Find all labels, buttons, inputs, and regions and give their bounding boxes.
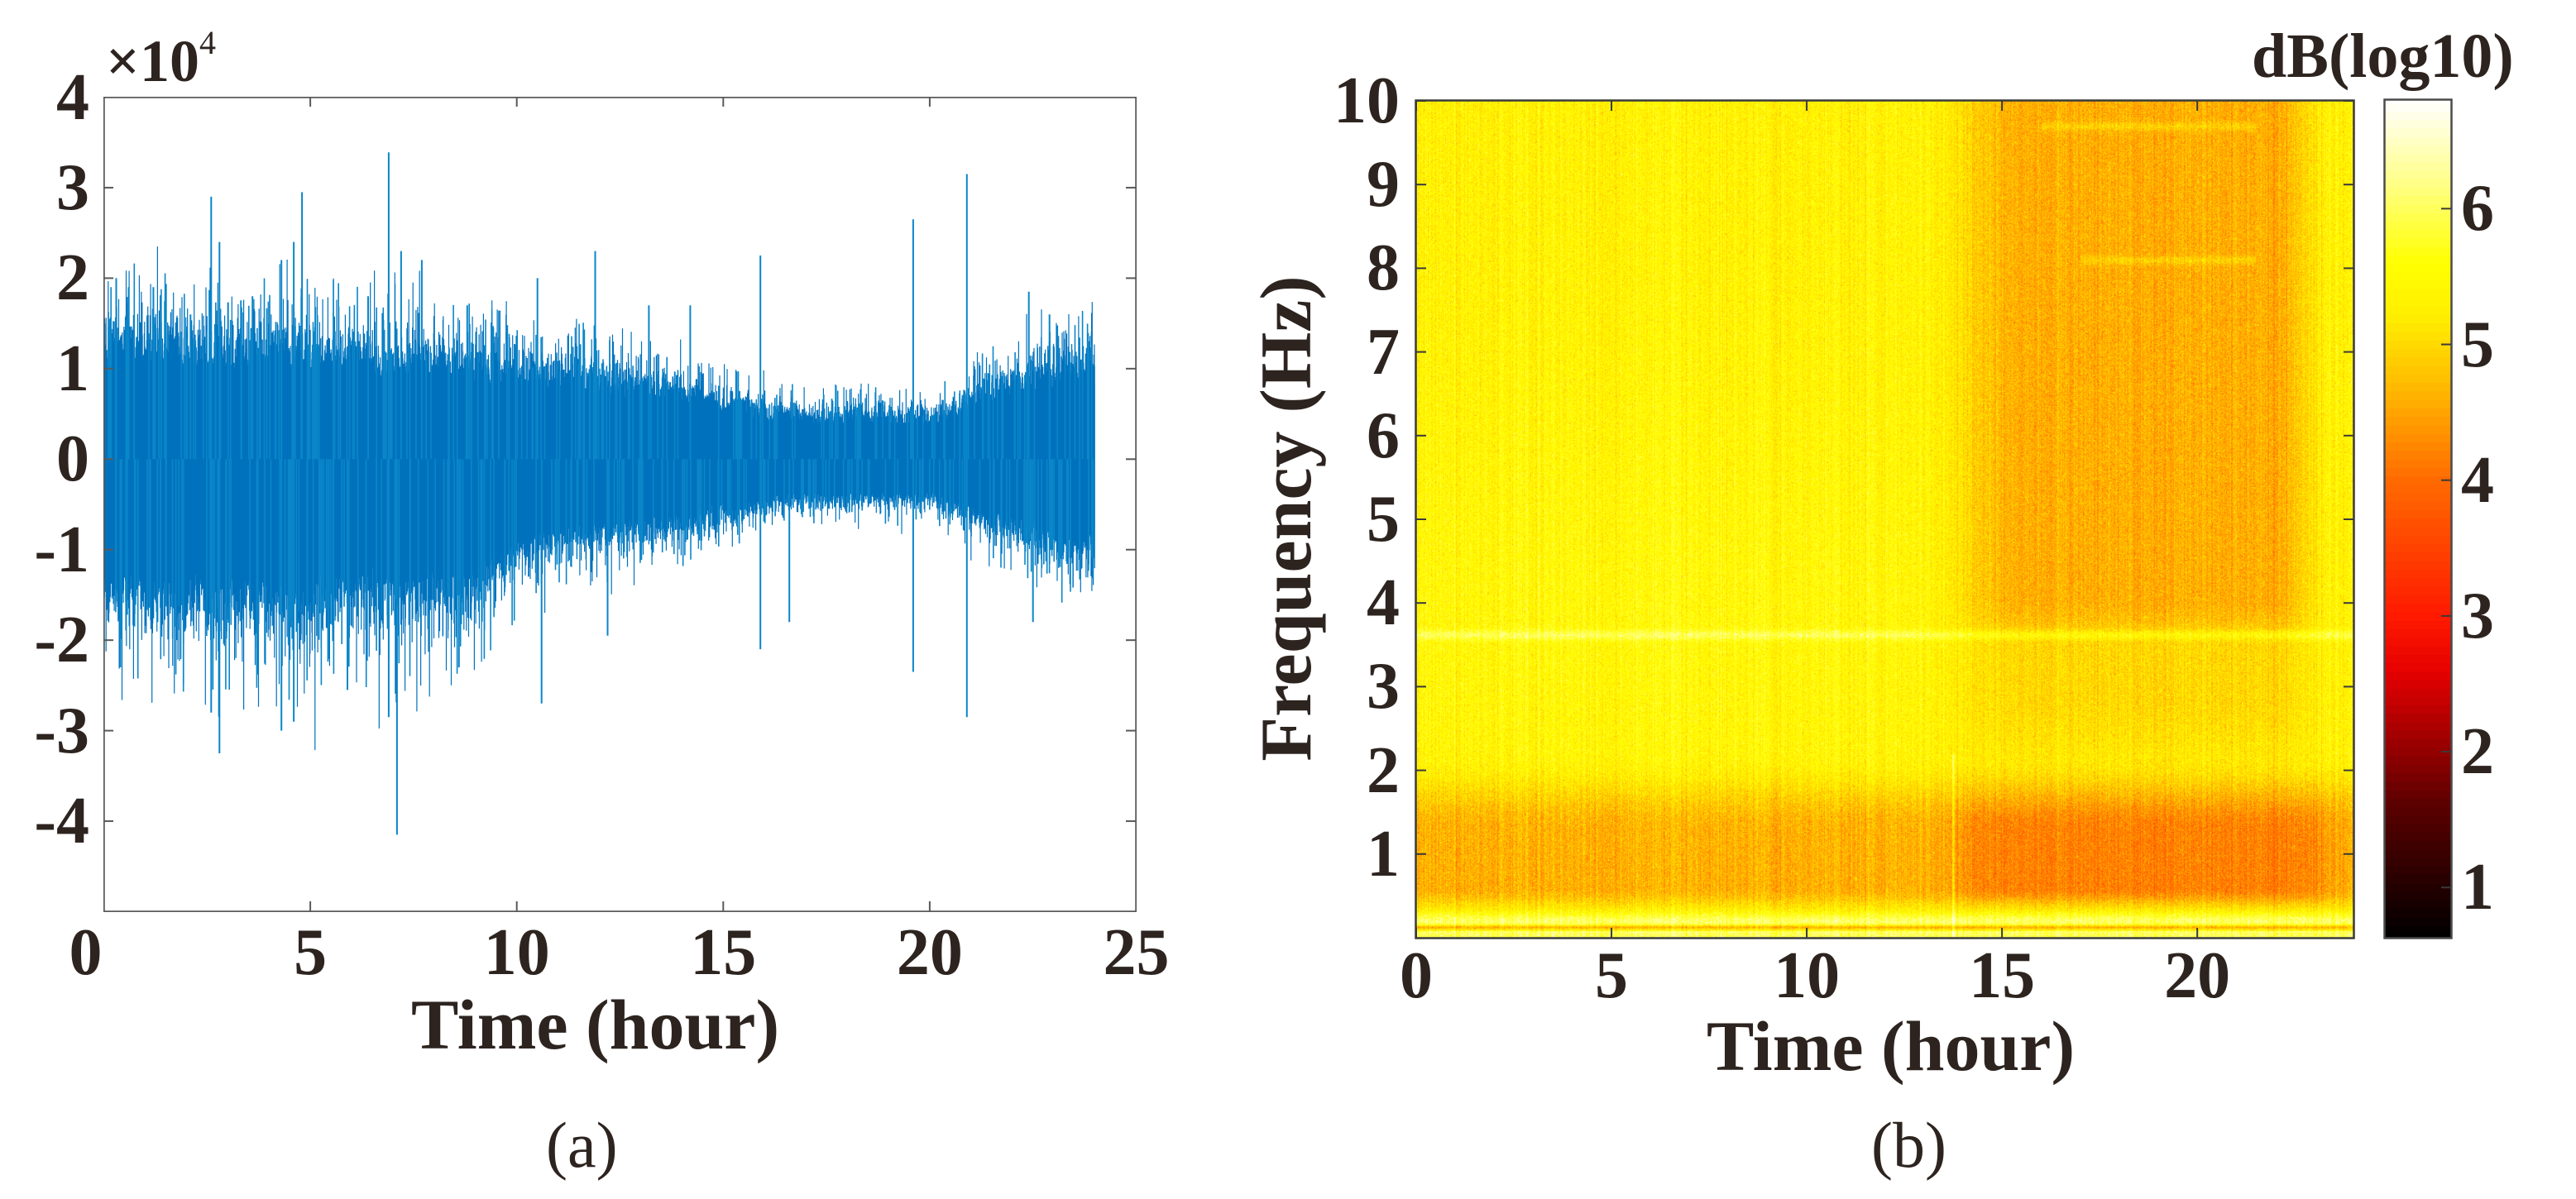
y-tick-label-b: 10 — [1333, 64, 1400, 137]
y-tick-label-b: 3 — [1367, 650, 1400, 724]
x-tick-label-a: 10 — [483, 916, 550, 989]
y-tick-label-b: 9 — [1367, 148, 1400, 222]
y-tick-label-a: -2 — [34, 604, 89, 677]
colorbar-tick-label: 6 — [2461, 172, 2494, 246]
y-tick-label-a: 2 — [56, 241, 89, 315]
y-tick-label-b: 6 — [1367, 399, 1400, 472]
y-tick-label-a: 0 — [56, 423, 89, 496]
y-tick-label-b: 1 — [1367, 817, 1400, 891]
x-tick-label-a: 20 — [896, 916, 963, 989]
x-tick-label-b: 10 — [1774, 939, 1841, 1012]
x-tick-label-a: 5 — [294, 916, 328, 989]
colorbar-tick-label: 2 — [2461, 715, 2494, 789]
y-axis-title-b: Frequency (Hz) — [1247, 275, 1327, 762]
y-tick-label-a: 4 — [56, 60, 89, 134]
y-tick-label-b: 7 — [1367, 315, 1400, 389]
x-tick-label-a: 15 — [690, 916, 757, 989]
x-tick-label-b: 15 — [1969, 939, 2036, 1012]
x-tick-label-a: 25 — [1103, 916, 1170, 989]
colorbar-tick-label: 5 — [2461, 308, 2494, 381]
colorbar-tick-label: 1 — [2461, 851, 2494, 924]
panel-label-a: (a) — [546, 1109, 618, 1181]
spectrogram-image — [1416, 101, 2353, 938]
y-tick-label-a: -3 — [34, 694, 89, 767]
y-tick-label-b: 4 — [1367, 566, 1400, 640]
panel-label-b: (b) — [1871, 1109, 1946, 1181]
colorbar — [2385, 100, 2451, 938]
waveform-plot-area — [103, 97, 1137, 912]
x-tick-label-b: 0 — [1400, 939, 1433, 1012]
y-tick-label-a: 1 — [56, 332, 89, 405]
colorbar-tick-label: 4 — [2461, 443, 2494, 517]
y-tick-label-b: 8 — [1367, 232, 1400, 305]
y-tick-label-b: 5 — [1367, 483, 1400, 556]
y-axis-multiplier: ×104 — [106, 24, 217, 94]
colorbar-frame — [2383, 98, 2453, 939]
x-tick-label-b: 5 — [1595, 939, 1629, 1012]
x-axis-title-a: Time (hour) — [411, 985, 780, 1064]
colorbar-tick-label: 3 — [2461, 579, 2494, 652]
y-tick-label-a: -4 — [34, 785, 89, 858]
y-tick-label-a: 3 — [56, 150, 89, 224]
y-tick-label-a: -1 — [34, 513, 89, 586]
y-tick-label-b: 2 — [1367, 733, 1400, 807]
x-tick-label-a: 0 — [69, 916, 103, 989]
x-tick-label-b: 20 — [2164, 939, 2231, 1012]
colorbar-title: dB(log10) — [2252, 21, 2514, 91]
spectrogram-axes-frame — [1415, 99, 2355, 939]
x-axis-title-b: Time (hour) — [1707, 1006, 2076, 1086]
